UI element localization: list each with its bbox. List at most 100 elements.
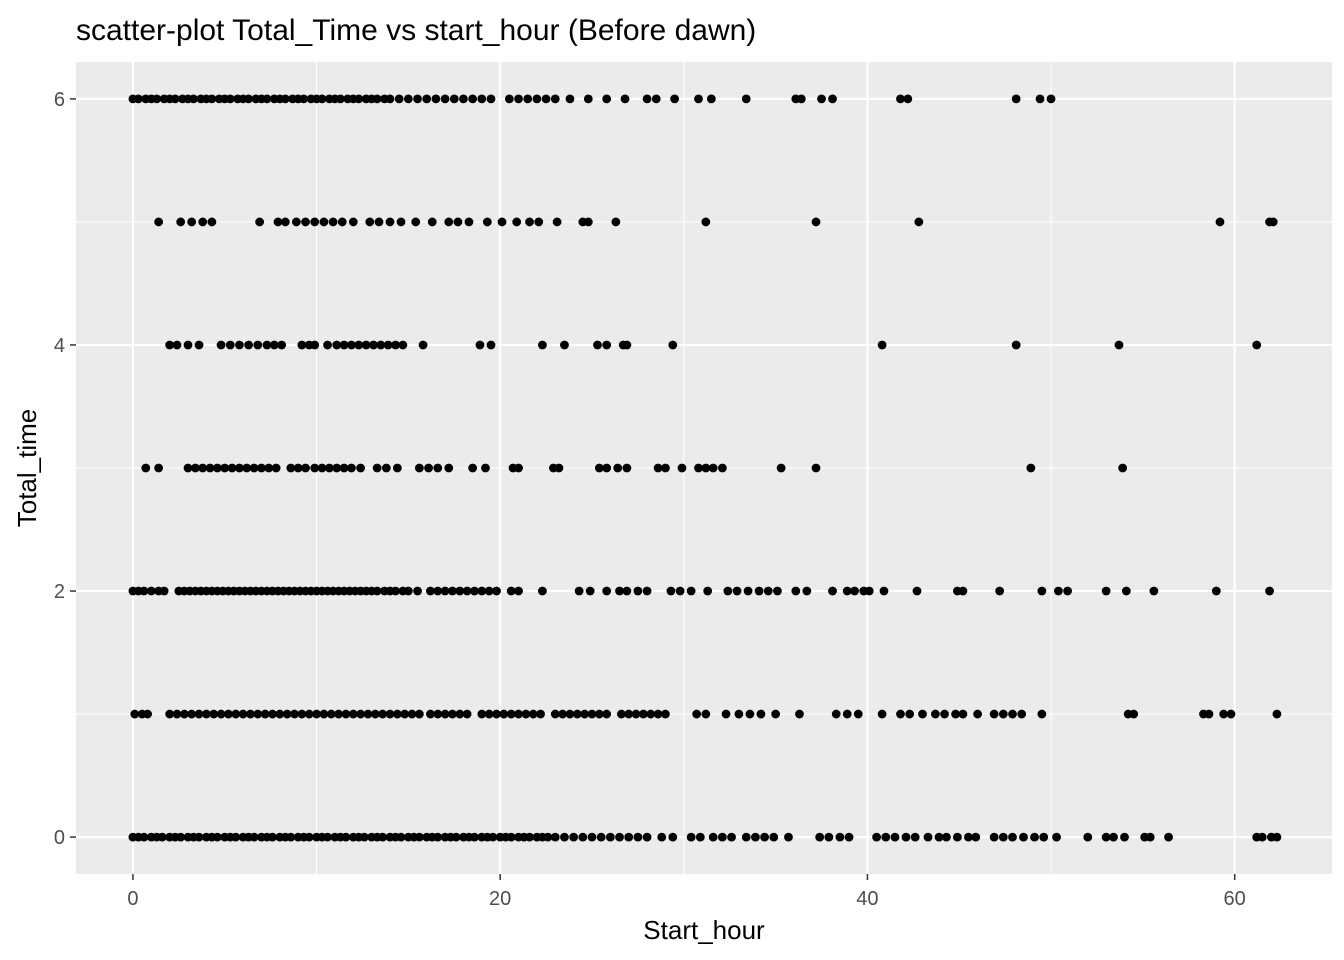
data-point <box>973 709 983 719</box>
data-point <box>260 709 270 719</box>
data-point <box>701 217 711 227</box>
data-point <box>337 217 347 227</box>
data-point <box>403 94 413 104</box>
data-point <box>492 709 501 719</box>
data-point <box>622 586 632 596</box>
data-point <box>372 463 382 473</box>
data-point <box>1268 217 1278 227</box>
data-point <box>565 709 575 719</box>
data-point <box>356 709 366 719</box>
data-point <box>912 586 922 596</box>
data-point <box>998 832 1008 842</box>
data-point <box>354 340 364 350</box>
data-point <box>572 709 582 719</box>
data-point <box>448 709 457 719</box>
data-point <box>661 463 670 473</box>
data-point <box>326 709 336 719</box>
data-point <box>486 340 496 350</box>
data-point <box>477 586 487 596</box>
data-point <box>1101 832 1111 842</box>
data-point <box>378 709 388 719</box>
data-point <box>560 832 569 842</box>
x-tick-label: 60 <box>1224 888 1246 910</box>
data-point <box>189 94 198 104</box>
data-point <box>550 709 560 719</box>
chart-title: scatter-plot Total_Time vs start_hour (B… <box>76 14 756 47</box>
data-point <box>668 340 678 350</box>
data-point <box>372 586 382 596</box>
data-point <box>574 586 584 596</box>
data-point <box>695 832 705 842</box>
data-point <box>850 586 859 596</box>
data-point <box>433 463 443 473</box>
data-point <box>602 94 612 104</box>
data-point <box>365 217 375 227</box>
data-point <box>541 94 551 104</box>
data-point <box>776 463 786 473</box>
data-point <box>253 709 263 719</box>
data-point <box>464 217 474 227</box>
data-point <box>995 586 1005 596</box>
data-point <box>1226 709 1236 719</box>
data-point <box>1257 832 1267 842</box>
data-point <box>277 340 287 350</box>
data-point <box>271 463 281 473</box>
data-point <box>231 832 241 842</box>
data-point <box>512 217 522 227</box>
data-point <box>1037 709 1047 719</box>
data-point <box>523 94 533 104</box>
data-point <box>633 832 643 842</box>
data-point <box>347 463 356 473</box>
data-point <box>444 463 454 473</box>
data-point <box>194 832 204 842</box>
data-point <box>475 340 485 350</box>
data-point <box>708 463 718 473</box>
data-point <box>398 340 408 350</box>
data-point <box>414 463 424 473</box>
data-point <box>528 709 538 719</box>
data-point <box>1011 340 1021 350</box>
data-point <box>348 709 358 719</box>
data-point <box>930 709 940 719</box>
data-point <box>727 832 736 842</box>
data-point <box>675 586 685 596</box>
data-point <box>831 709 841 719</box>
data-point <box>514 463 523 473</box>
data-point <box>290 709 299 719</box>
x-tick-label: 0 <box>127 888 138 910</box>
data-point <box>525 217 534 227</box>
data-point <box>811 463 821 473</box>
data-point <box>378 832 388 842</box>
data-point <box>506 832 516 842</box>
data-point <box>336 94 345 104</box>
data-point <box>824 832 834 842</box>
data-point <box>392 709 402 719</box>
data-point <box>347 340 356 350</box>
data-point <box>391 586 400 596</box>
data-point <box>506 586 516 596</box>
data-point <box>194 709 204 719</box>
data-point <box>212 832 222 842</box>
data-point <box>297 340 307 350</box>
data-point <box>425 709 435 719</box>
data-point <box>1030 832 1039 842</box>
data-point <box>187 217 197 227</box>
data-point <box>594 709 604 719</box>
data-point <box>677 463 687 473</box>
data-point <box>538 586 547 596</box>
data-point <box>1272 832 1282 842</box>
data-point <box>881 832 891 842</box>
data-point <box>468 94 478 104</box>
data-point <box>596 832 606 842</box>
data-point <box>400 709 410 719</box>
data-points <box>128 94 1282 842</box>
data-point <box>444 217 454 227</box>
data-point <box>734 709 744 719</box>
data-point <box>396 832 406 842</box>
x-axis: 0 20 40 60 <box>127 874 1246 910</box>
data-point <box>468 463 478 473</box>
data-point <box>773 586 782 596</box>
data-point <box>1053 586 1063 596</box>
data-point <box>701 463 711 473</box>
